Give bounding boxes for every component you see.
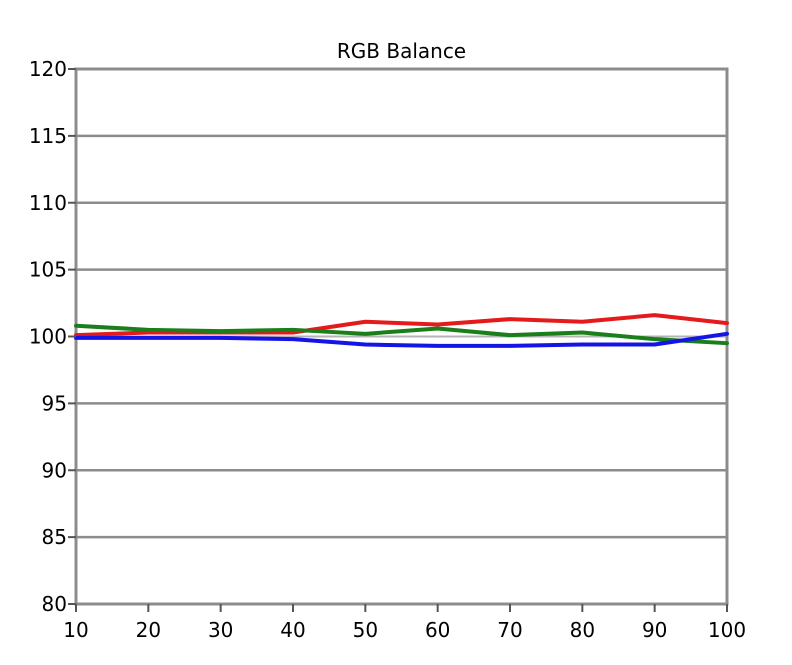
x-tick-label-10: 10 [63, 618, 88, 642]
x-tick-label-40: 40 [280, 618, 305, 642]
x-tick-label-100: 100 [708, 618, 746, 642]
y-tick-label-90: 90 [42, 458, 67, 482]
y-tick-label-110: 110 [29, 191, 67, 215]
y-tick-label-95: 95 [42, 391, 67, 415]
x-axis: 10 20 30 40 50 60 70 80 90 100 [63, 604, 746, 642]
series-line-1 [74, 323, 729, 346]
series-lines [74, 313, 729, 348]
series-line-2 [74, 331, 729, 348]
y-tick-label-85: 85 [42, 525, 67, 549]
x-tick-label-80: 80 [570, 618, 595, 642]
y-tick-label-120: 120 [29, 57, 67, 81]
x-tick-label-70: 70 [497, 618, 522, 642]
y-tick-label-100: 100 [29, 325, 67, 349]
y-tick-label-80: 80 [42, 592, 67, 616]
x-tick-label-90: 90 [642, 618, 667, 642]
x-tick-label-20: 20 [136, 618, 161, 642]
x-tick-label-60: 60 [425, 618, 450, 642]
x-tick-label-50: 50 [353, 618, 378, 642]
y-axis: 80 85 90 95 100 105 110 115 120 [29, 57, 76, 616]
series-line-0 [74, 313, 729, 338]
chart-title: RGB Balance [337, 39, 466, 63]
y-tick-label-105: 105 [29, 258, 67, 282]
x-tick-label-30: 30 [208, 618, 233, 642]
y-tick-label-115: 115 [29, 124, 67, 148]
